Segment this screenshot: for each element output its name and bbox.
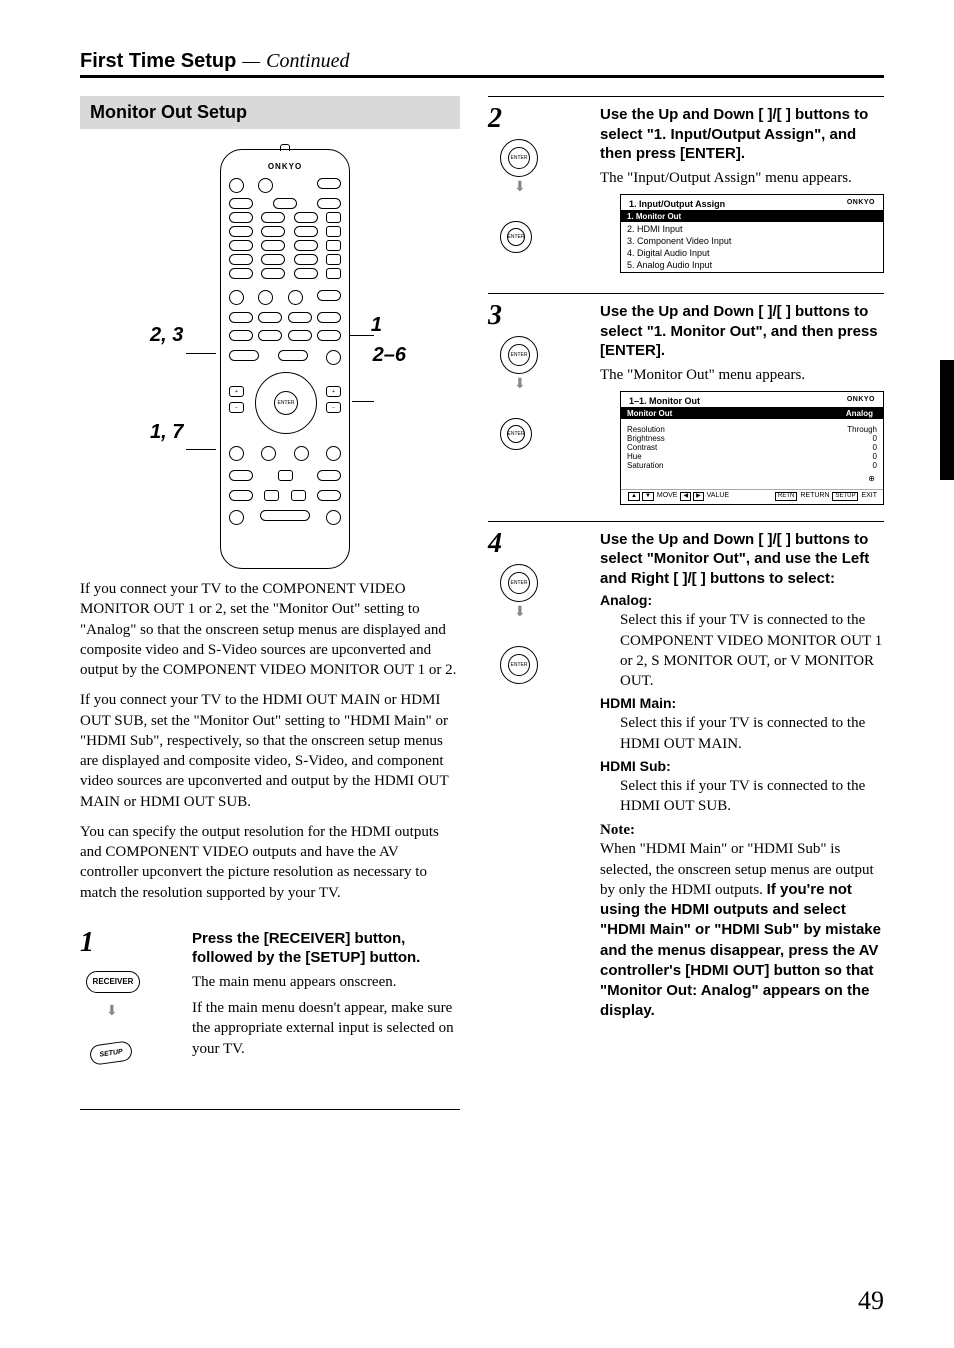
callout-1: 1 [371, 314, 382, 337]
step-3: 3 ENTER ⬇ ENTER Use the Up and Down [ ]/… [488, 294, 884, 522]
page-title-continued: Continued [266, 50, 349, 73]
osd1-highlight-row: 1. Monitor Out [621, 211, 883, 222]
step-1-text-1: The main menu appears onscreen. [192, 972, 460, 992]
step-4-hdmi-main-head: HDMI Main: [600, 695, 884, 711]
step-2-number: 2 [488, 105, 588, 133]
step-2-text: The "Input/Output Assign" menu appears. [600, 168, 884, 188]
osd2-foot-move: MOVE [657, 492, 678, 499]
osd1-item: 3. Component Video Input [627, 236, 877, 246]
osd2-foot-value: VALUE [707, 492, 729, 499]
enter-dial-icon: ENTER ⬇ [492, 336, 552, 396]
step-4-analog-text: Select this if your TV is connected to t… [600, 610, 884, 691]
osd1-item: 2. HDMI Input [627, 224, 877, 234]
enter-dial-icon: ENTER [492, 646, 552, 706]
step-1-lead: Press the [RECEIVER] button, followed by… [192, 929, 460, 968]
osd1-brand: ONKYO [847, 199, 875, 209]
setup-button-icon: SETUP [84, 1037, 144, 1097]
step-4-number: 4 [488, 530, 588, 558]
osd1-title: 1. Input/Output Assign [629, 199, 725, 209]
receiver-button-icon: RECEIVER ⬇ [84, 963, 144, 1023]
enter-dial-icon: ENTER ⬇ [492, 564, 552, 624]
step-4-note-label: Note: [600, 822, 884, 839]
left-paragraph-2: If you connect your TV to the HDMI OUT M… [80, 690, 460, 812]
osd2-row-label: Resolution [627, 425, 665, 434]
section-heading: Monitor Out Setup [80, 96, 460, 129]
osd1-item: 4. Digital Audio Input [627, 248, 877, 258]
step-4-hdmi-main-text: Select this if your TV is connected to t… [600, 713, 884, 754]
page-title-main: First Time Setup [80, 50, 236, 73]
callout-23: 2, 3 [150, 324, 183, 347]
osd2-row-value: 0 [873, 434, 877, 443]
step-2: 2 ENTER ⬇ ENTER Use the Up and Down [ ]/… [488, 96, 884, 294]
osd2-hi-label: Monitor Out [627, 409, 672, 418]
osd2-row-value: Through [847, 425, 877, 434]
osd-monitor-out: 1–1. Monitor Out ONKYO Monitor Out Analo… [620, 391, 884, 505]
step-4: 4 ENTER ⬇ ENTER Use the Up and Down [ ]/… [488, 522, 884, 1040]
osd2-row-value: 0 [873, 452, 877, 461]
remote-diagram: ONKYO ENTER + − + − [170, 149, 370, 569]
step-1-text-2: If the main menu doesn't appear, make su… [192, 998, 460, 1059]
osd2-row-label: Saturation [627, 461, 663, 470]
step-3-lead: Use the Up and Down [ ]/[ ] buttons to s… [600, 302, 884, 361]
step-4-note-bold: If you're not using the HDMI outputs and… [600, 881, 881, 1020]
step-3-text: The "Monitor Out" menu appears. [600, 365, 884, 385]
step-4-hdmi-sub-text: Select this if your TV is connected to t… [600, 776, 884, 817]
osd2-foot-return: RETURN [800, 492, 829, 499]
callout-26: 2–6 [373, 344, 406, 367]
osd2-row-value: 0 [873, 461, 877, 470]
enter-dial-icon: ENTER [492, 418, 552, 478]
step-2-lead: Use the Up and Down [ ]/[ ] buttons to s… [600, 105, 884, 164]
page-number: 49 [858, 1286, 884, 1316]
osd2-row-value: 0 [873, 443, 877, 452]
osd2-brand: ONKYO [847, 396, 875, 406]
osd2-row-label: Hue [627, 452, 642, 461]
remote-brand: ONKYO [221, 162, 349, 171]
osd-input-output-assign: 1. Input/Output Assign ONKYO 1. Monitor … [620, 194, 884, 273]
step-4-hdmi-sub-head: HDMI Sub: [600, 758, 884, 774]
step-4-analog-head: Analog: [600, 592, 884, 608]
step-3-number: 3 [488, 302, 588, 330]
osd2-hi-value: Analog [842, 409, 877, 418]
step-1-number: 1 [80, 929, 180, 957]
callout-17: 1, 7 [150, 421, 183, 444]
left-paragraph-1: If you connect your TV to the COMPONENT … [80, 579, 460, 680]
osd2-title: 1–1. Monitor Out [629, 396, 700, 406]
osd1-item: 5. Analog Audio Input [627, 260, 877, 270]
page-header: First Time Setup — Continued [80, 50, 884, 78]
enter-dial-icon: ENTER ⬇ [492, 139, 552, 199]
step-4-note: When "HDMI Main" or "HDMI Sub" is select… [600, 839, 884, 1021]
page-title-dash: — [242, 50, 260, 73]
osd2-row-label: Contrast [627, 443, 657, 452]
osd2-row-label: Brightness [627, 434, 665, 443]
step-4-lead: Use the Up and Down [ ]/[ ] buttons to s… [600, 530, 884, 589]
enter-dial-icon: ENTER [492, 221, 552, 281]
side-tab [940, 360, 954, 480]
left-paragraph-3: You can specify the output resolution fo… [80, 822, 460, 903]
osd2-foot-exit: EXIT [861, 492, 877, 499]
step-1: 1 RECEIVER ⬇ SETUP Press the [RECEIVER] … [80, 921, 460, 1110]
